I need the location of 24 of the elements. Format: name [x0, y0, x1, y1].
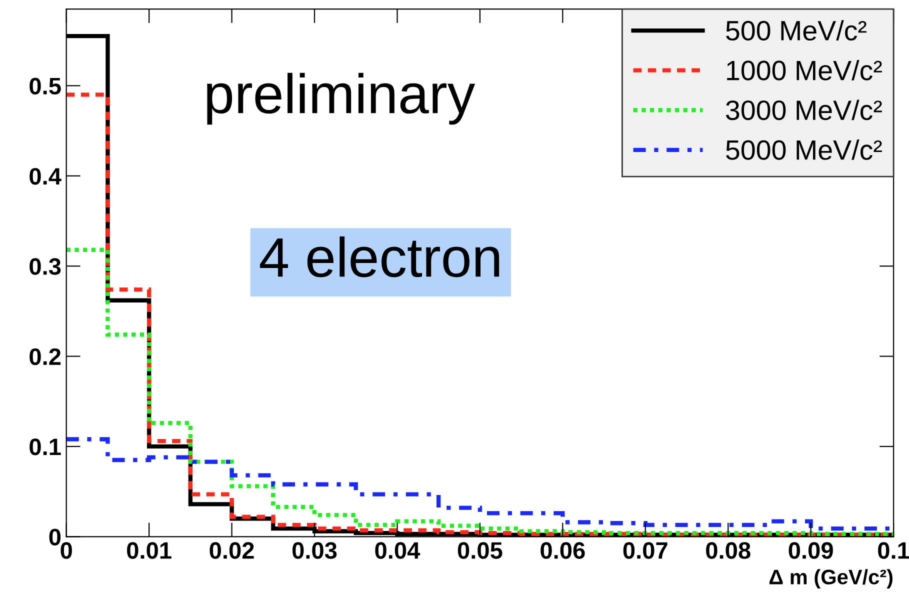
x-tick-label: 0.08	[706, 542, 750, 559]
x-tick-label: 0.04	[375, 542, 420, 559]
x-tick-label: 0	[60, 542, 72, 559]
y-tick-label: 0.5	[30, 78, 61, 94]
x-tick-label: 0.03	[292, 542, 337, 559]
annotation: preliminary	[207, 72, 476, 125]
y-tick-label: 0.2	[30, 348, 61, 366]
legend-label: 1000 MeV/c²	[727, 60, 882, 80]
x-tick-label: 0.1	[878, 542, 909, 559]
y-tick-label: 0.1	[30, 438, 61, 456]
x-tick-label: 0.06	[540, 542, 585, 559]
x-tick-label: 0.05	[458, 542, 502, 559]
x-tick-label: 0.01	[127, 542, 172, 559]
y-tick-label: 0.4	[30, 168, 62, 185]
y-tick-label: 0	[49, 528, 61, 546]
x-tick-label: 0.07	[623, 542, 668, 559]
x-tick-label: 0.02	[210, 542, 254, 559]
legend-label: 500 MeV/c²	[726, 20, 866, 41]
legend-label: 3000 MeV/c²	[726, 100, 882, 120]
x-tick-label: 0.09	[788, 542, 833, 559]
y-tick-label: 0.3	[30, 258, 61, 275]
annotation: 4 electron	[260, 236, 500, 278]
legend-label: 5000 MeV/c²	[726, 140, 882, 160]
x-axis-title: Δ m (GeV/c²)	[769, 569, 893, 589]
